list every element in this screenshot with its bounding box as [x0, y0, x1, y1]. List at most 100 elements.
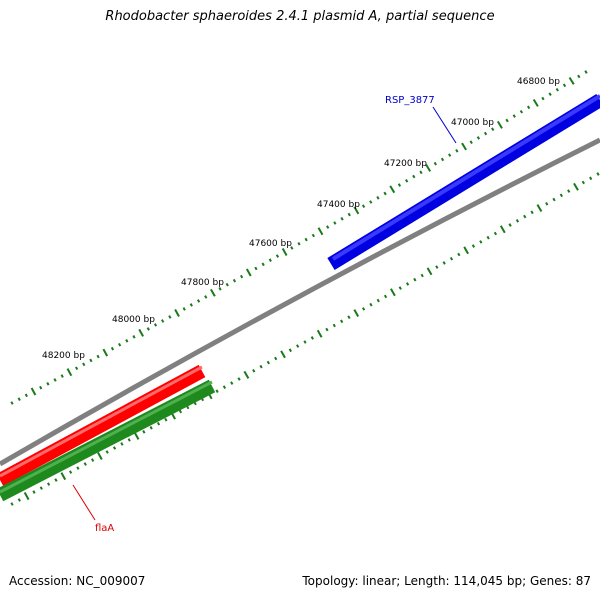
tick-mark — [449, 256, 454, 261]
tick-mark — [266, 360, 270, 365]
sequence-backbone — [0, 137, 600, 467]
tick-mark — [589, 176, 593, 181]
map-title: Rhodobacter sphaeroides 2.4.1 plasmid A,… — [105, 9, 495, 24]
tick-mark — [435, 265, 439, 269]
tick-mark — [10, 401, 14, 405]
tick-mark — [232, 278, 237, 283]
tick-mark — [274, 356, 278, 361]
tick-mark — [369, 302, 373, 307]
tick-mark — [39, 486, 43, 490]
tick-mark — [237, 377, 241, 381]
tick-mark — [178, 409, 183, 414]
tick-mark — [218, 287, 222, 291]
tick-mark — [153, 323, 158, 327]
tick-mark — [573, 182, 579, 191]
tick-label: 47600 bp — [249, 239, 292, 249]
tick-mark — [261, 262, 265, 267]
tick-mark — [254, 266, 258, 271]
tick-mark — [168, 315, 172, 319]
tick-mark — [24, 393, 28, 398]
tick-mark — [204, 295, 208, 299]
tick-mark — [310, 336, 314, 340]
tick-mark — [440, 157, 445, 162]
tick-mark — [347, 212, 351, 217]
tick-mark — [433, 161, 437, 166]
tick-mark — [102, 348, 109, 357]
tick-mark — [333, 221, 337, 225]
tick-mark — [215, 389, 219, 393]
tick-mark — [288, 348, 292, 353]
gene-RSP_3877[interactable] — [327, 94, 600, 270]
tick-mark — [127, 438, 131, 442]
gene-label-RSP_3877[interactable]: RSP_3877 — [385, 95, 435, 106]
tick-mark — [568, 76, 575, 85]
tick-mark — [383, 191, 387, 196]
tick-mark — [479, 240, 483, 244]
tick-mark — [53, 378, 57, 382]
outer-tick-track — [10, 70, 588, 405]
tick-mark — [505, 118, 509, 123]
tick-mark — [562, 83, 567, 88]
orf-arrow[interactable] — [0, 379, 216, 502]
tick-mark — [541, 96, 545, 101]
tick-label: 47200 bp — [384, 159, 427, 169]
tick-mark — [69, 470, 73, 474]
tick-mark — [89, 358, 93, 363]
tick-mark — [182, 307, 186, 311]
tick-mark — [548, 92, 552, 96]
tick-mark — [463, 246, 469, 255]
tick-mark — [508, 223, 512, 227]
tick-mark — [397, 183, 402, 187]
tick-mark — [125, 339, 129, 343]
tick-mark — [142, 430, 146, 434]
tick-mark — [186, 405, 190, 410]
tick-mark — [138, 328, 144, 337]
gene-arrow-RSP_3877[interactable] — [327, 94, 600, 270]
accession-text: Accession: NC_009007 — [9, 574, 146, 588]
gene-label-pointer-RSP_3877 — [432, 106, 457, 144]
tick-mark — [222, 385, 227, 389]
tick-mark — [164, 417, 168, 422]
gene-label-flaA[interactable]: flaA — [95, 523, 114, 534]
tick-mark — [347, 315, 351, 319]
tick-mark — [596, 172, 600, 176]
tick-mark — [66, 368, 73, 377]
tick-mark — [412, 174, 416, 179]
tick-mark — [174, 309, 180, 317]
tick-mark — [105, 450, 109, 454]
tick-mark — [353, 309, 360, 317]
tick-mark — [362, 307, 366, 311]
tick-mark — [512, 114, 516, 118]
tick-mark — [584, 70, 588, 74]
gene-flaA[interactable] — [0, 364, 206, 487]
tick-mark — [39, 385, 43, 390]
tick-mark — [196, 299, 201, 303]
tick-mark — [280, 350, 286, 359]
orf-feature[interactable] — [0, 379, 216, 502]
tick-mark — [455, 149, 459, 153]
tick-mark — [526, 105, 531, 110]
tick-mark — [268, 258, 272, 262]
tick-mark — [471, 244, 476, 248]
tick-mark — [30, 387, 37, 396]
tick-mark — [97, 452, 103, 460]
tick-mark — [132, 335, 136, 339]
tick-mark — [46, 382, 50, 386]
tick-mark — [304, 237, 308, 242]
tick-mark — [577, 74, 581, 79]
tick-mark — [340, 319, 344, 324]
gene-arrow-RSP_3877-highlight — [331, 94, 600, 261]
tick-mark — [499, 225, 506, 234]
tick-mark — [448, 153, 452, 157]
tick-mark — [530, 210, 534, 215]
tick-mark — [210, 288, 216, 297]
gene-arrow-flaA[interactable] — [0, 364, 206, 487]
tick-mark — [54, 478, 58, 482]
tick-label: 47400 bp — [317, 200, 360, 210]
tick-mark — [311, 233, 315, 238]
tick-mark — [491, 127, 495, 132]
tick-mark — [369, 200, 373, 204]
tick-label: 47800 bp — [181, 278, 224, 288]
tick-mark — [523, 214, 527, 219]
